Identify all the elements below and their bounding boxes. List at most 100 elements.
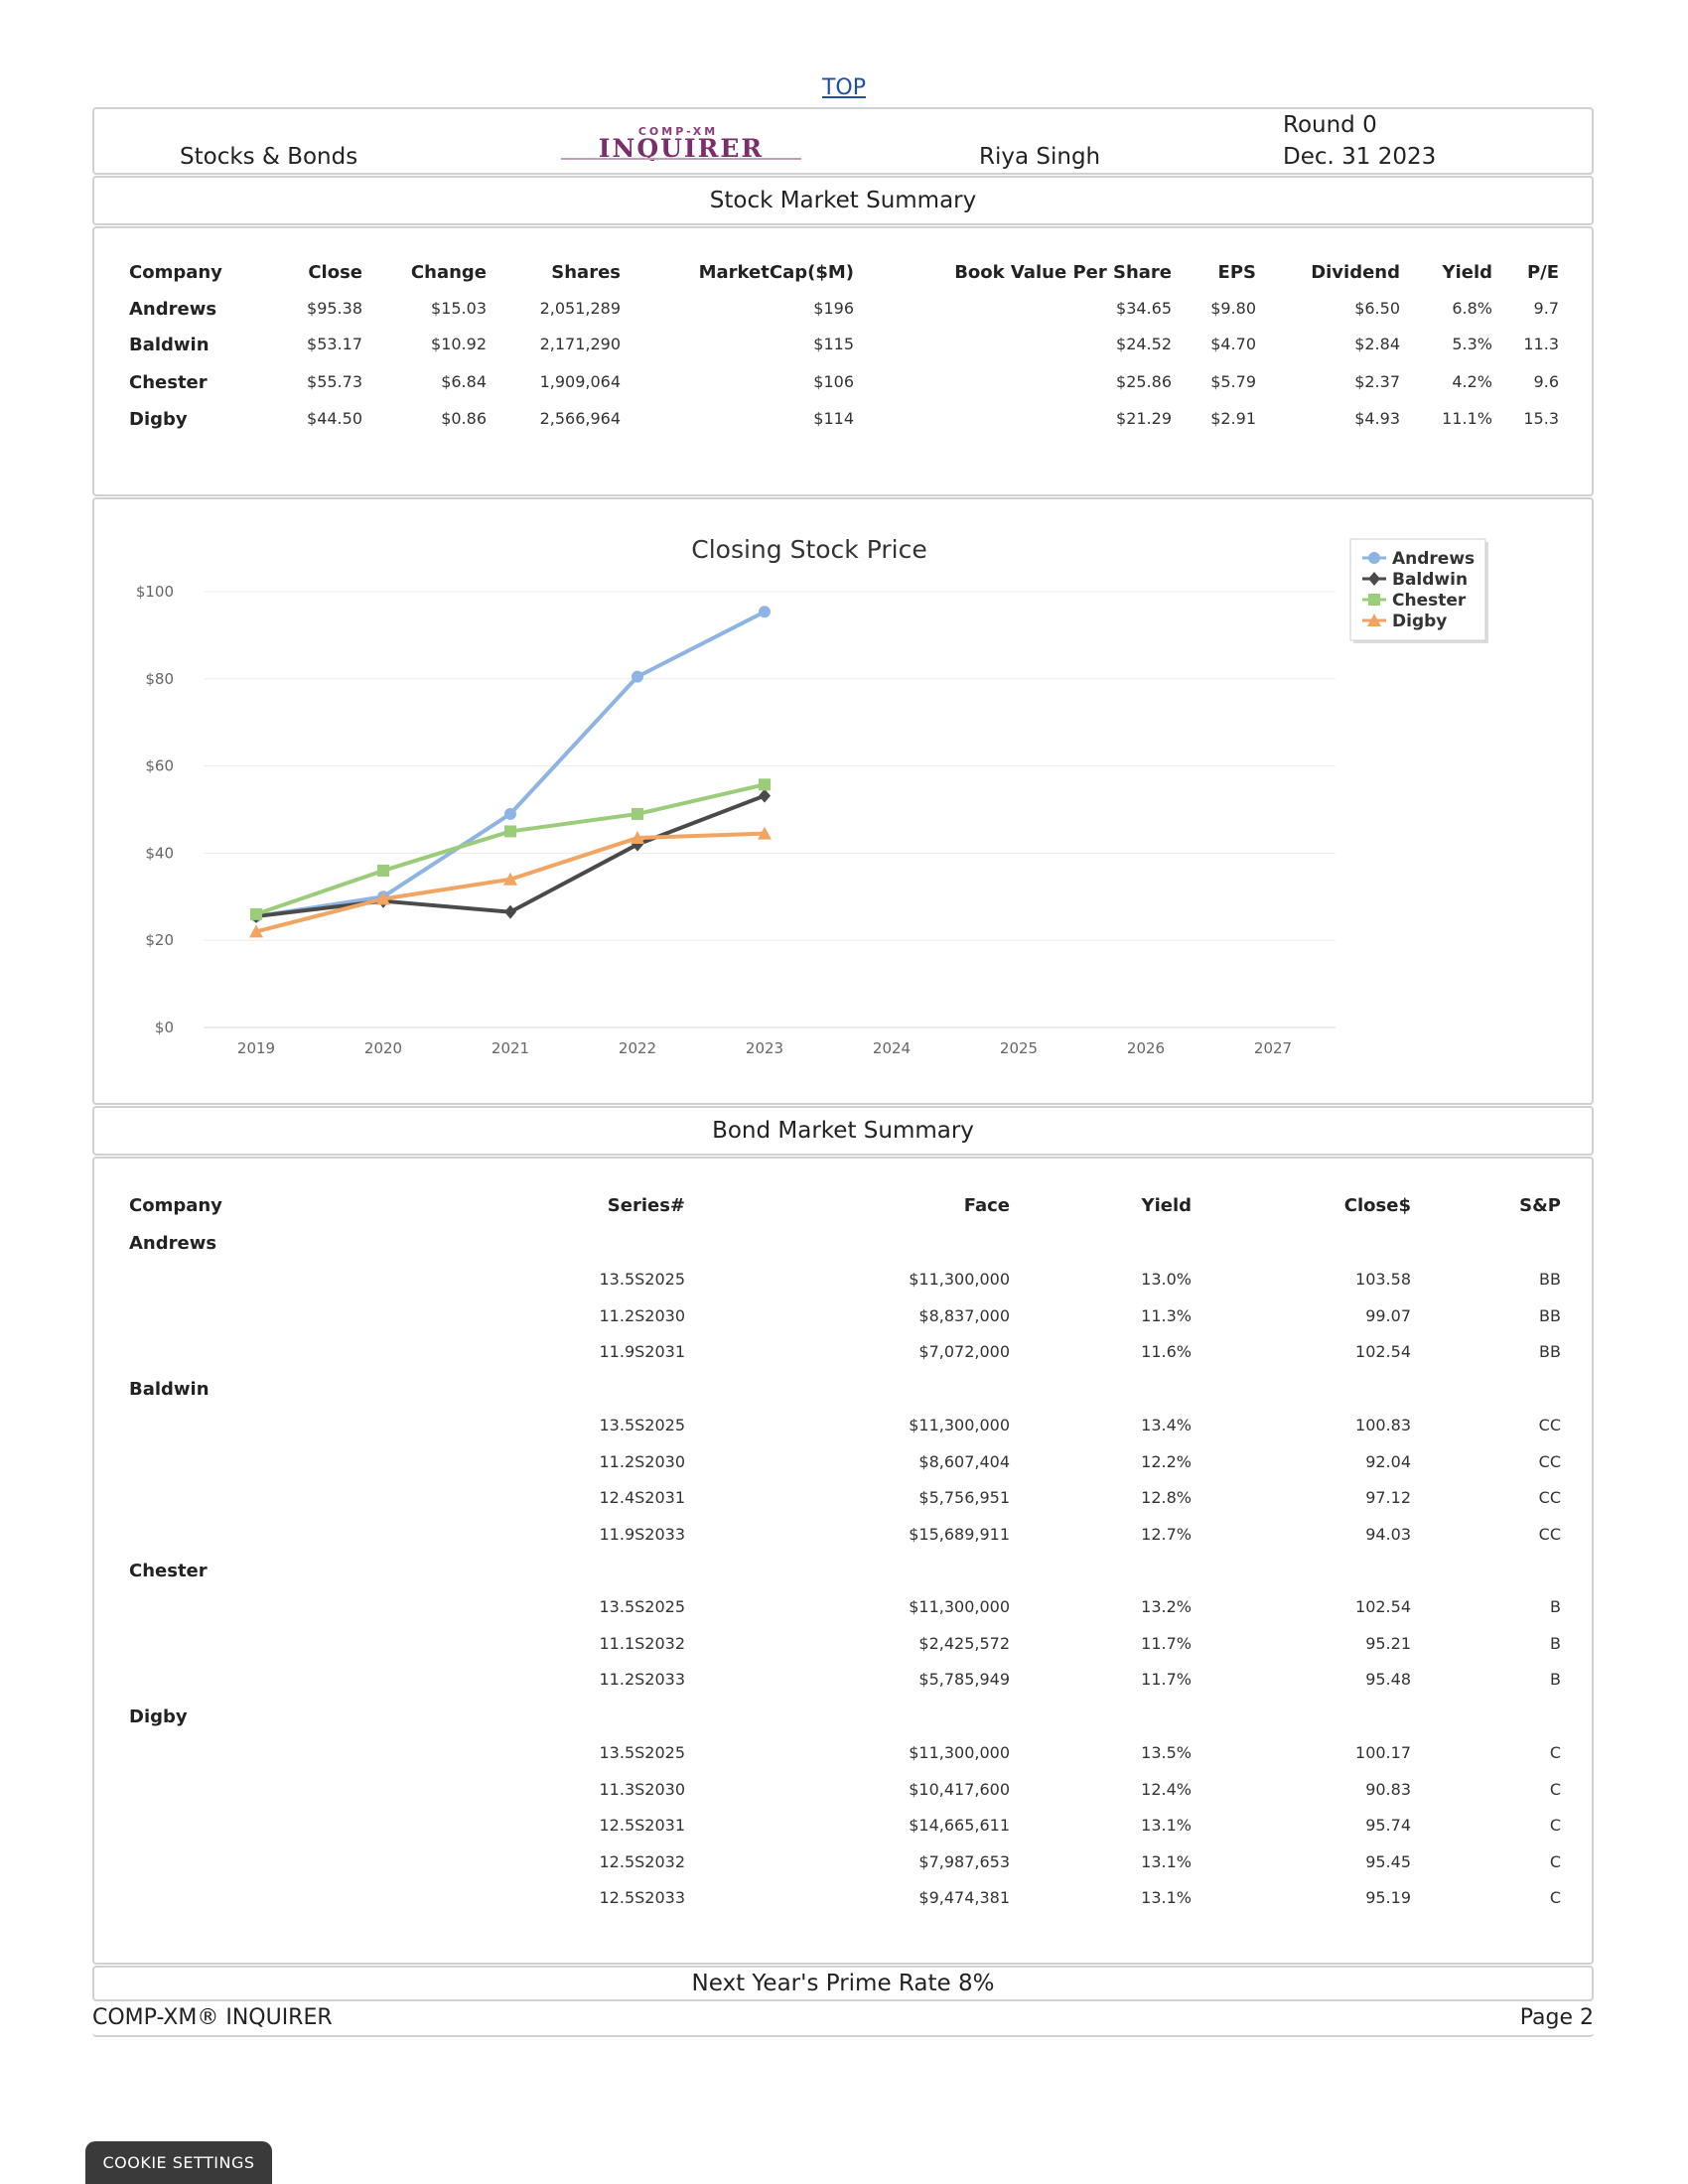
- bond-cell-face: $11,300,000: [909, 1743, 1010, 1762]
- stock-col-header: Shares: [551, 262, 621, 283]
- bond-cell-series: 11.3S2030: [599, 1779, 686, 1799]
- player-name: Riya Singh: [979, 144, 1101, 170]
- stock-col-header: Change: [410, 262, 487, 283]
- bond-cell-series: 13.5S2025: [599, 1416, 686, 1434]
- bond-cell-face: $11,300,000: [909, 1416, 1010, 1434]
- bond-cell-close: 95.19: [1365, 1888, 1411, 1907]
- bond-cell-yield: 13.2%: [1141, 1597, 1192, 1616]
- bond-cell-sp: BB: [1539, 1270, 1561, 1289]
- legend-marker: [1368, 594, 1380, 606]
- data-point-baldwin: [759, 788, 771, 803]
- bond-cell-face: $15,689,911: [909, 1524, 1010, 1544]
- stock-cell-market-cap: $196: [813, 299, 854, 318]
- stock-col-header: Yield: [1442, 262, 1492, 283]
- data-point-digby: [758, 826, 772, 840]
- bond-cell-series: 13.5S2025: [599, 1597, 686, 1616]
- bond-cell-series: 13.5S2025: [599, 1270, 686, 1289]
- stock-company-name: Chester: [129, 372, 208, 393]
- bond-cell-sp: CC: [1538, 1451, 1561, 1471]
- x-tick-label: 2019: [237, 1039, 275, 1057]
- data-point-andrews: [632, 670, 643, 683]
- bond-cell-series: 11.9S2031: [599, 1342, 686, 1361]
- bond-cell-sp: CC: [1538, 1416, 1561, 1434]
- top-link[interactable]: TOP: [821, 75, 867, 100]
- bond-cell-yield: 13.1%: [1141, 1816, 1192, 1835]
- bond-cell-face: $10,417,600: [909, 1779, 1010, 1799]
- stock-cell-eps: $4.70: [1210, 335, 1256, 353]
- bond-cell-close: 102.54: [1355, 1342, 1411, 1361]
- data-point-digby: [376, 891, 390, 905]
- stock-cell-shares: 1,909,064: [539, 372, 621, 391]
- data-point-baldwin: [504, 904, 516, 919]
- bond-company-name: Digby: [129, 1706, 188, 1727]
- y-tick-label: $100: [136, 583, 174, 601]
- stock-cell-market-cap: $106: [813, 372, 854, 391]
- stock-cell-change: $0.86: [441, 409, 487, 428]
- bond-cell-yield: 13.0%: [1141, 1270, 1192, 1289]
- y-tick-label: $40: [145, 844, 174, 862]
- legend-marker: [1367, 614, 1381, 626]
- bond-cell-series: 13.5S2025: [599, 1743, 686, 1762]
- stock-col-header: Company: [129, 262, 222, 283]
- stock-cell-close: $53.17: [307, 335, 362, 353]
- stock-cell-pe: 9.7: [1533, 299, 1559, 318]
- inquirer-logo: COMP-XM INQUIRER: [561, 125, 801, 161]
- bond-cell-series: 11.2S2030: [599, 1305, 686, 1325]
- cookie-settings-button[interactable]: COOKIE SETTINGS: [85, 2141, 272, 2184]
- legend-label: Andrews: [1392, 549, 1475, 569]
- bond-cell-close: 95.21: [1365, 1633, 1411, 1653]
- stock-cell-shares: 2,566,964: [539, 409, 621, 428]
- y-tick-label: $80: [145, 670, 174, 688]
- bond-cell-close: 90.83: [1365, 1779, 1411, 1799]
- bond-cell-yield: 12.8%: [1141, 1488, 1192, 1507]
- stock-cell-close: $44.50: [307, 409, 362, 428]
- bond-cell-face: $7,987,653: [918, 1851, 1010, 1871]
- bond-cell-sp: CC: [1538, 1488, 1561, 1507]
- bond-cell-face: $14,665,611: [909, 1816, 1010, 1835]
- bond-summary-title: Bond Market Summary: [92, 1106, 1594, 1156]
- chart-title: Closing Stock Price: [691, 535, 926, 564]
- stock-col-header: Close: [308, 262, 362, 283]
- bond-cell-yield: 13.4%: [1141, 1416, 1192, 1434]
- bond-cell-yield: 12.7%: [1141, 1524, 1192, 1544]
- bond-cell-close: 94.03: [1365, 1524, 1411, 1544]
- legend-label: Chester: [1392, 591, 1467, 611]
- stock-cell-eps: $9.80: [1210, 299, 1256, 318]
- stock-company-name: Andrews: [129, 299, 217, 320]
- bond-cell-face: $7,072,000: [918, 1342, 1010, 1361]
- x-tick-label: 2024: [873, 1039, 911, 1057]
- stock-cell-close: $95.38: [307, 299, 362, 318]
- bond-col-header: Yield: [1141, 1195, 1192, 1216]
- bond-cell-face: $5,756,951: [918, 1488, 1010, 1507]
- stock-cell-bvps: $34.65: [1116, 299, 1172, 318]
- bond-cell-sp: C: [1549, 1888, 1561, 1907]
- stock-cell-eps: $5.79: [1210, 372, 1256, 391]
- stock-cell-dividend: $2.37: [1354, 372, 1400, 391]
- stock-cell-market-cap: $114: [813, 409, 854, 428]
- stock-table: Company Close Change Shares MarketCap($M) Boo…: [92, 226, 1594, 496]
- data-point-andrews: [759, 606, 771, 618]
- stock-cell-shares: 2,051,289: [539, 299, 621, 318]
- bond-col-header: Close$: [1343, 1195, 1411, 1216]
- bond-col-header: Series#: [607, 1195, 685, 1216]
- bond-cell-yield: 13.1%: [1141, 1851, 1192, 1871]
- report-date: Dec. 31 2023: [1283, 144, 1437, 170]
- bond-cell-sp: B: [1550, 1633, 1561, 1653]
- stock-col-header: EPS: [1217, 262, 1256, 283]
- stock-cell-change: $10.92: [431, 335, 487, 353]
- page-number: Page 2: [1519, 2005, 1594, 2030]
- stock-cell-dividend: $4.93: [1354, 409, 1400, 428]
- bond-company-name: Andrews: [129, 1233, 217, 1254]
- stock-cell-yield: 5.3%: [1452, 335, 1492, 353]
- bond-cell-yield: 12.2%: [1141, 1451, 1192, 1471]
- bond-cell-sp: B: [1550, 1597, 1561, 1616]
- bond-cell-sp: C: [1549, 1779, 1561, 1799]
- bond-cell-series: 12.4S2031: [599, 1488, 686, 1507]
- stock-cell-pe: 15.3: [1523, 409, 1559, 428]
- bond-cell-series: 11.2S2030: [599, 1451, 686, 1471]
- bond-cell-sp: BB: [1539, 1342, 1561, 1361]
- stock-cell-dividend: $6.50: [1354, 299, 1400, 318]
- legend-marker: [1368, 552, 1380, 564]
- bond-cell-sp: C: [1549, 1851, 1561, 1871]
- stock-cell-change: $15.03: [431, 299, 487, 318]
